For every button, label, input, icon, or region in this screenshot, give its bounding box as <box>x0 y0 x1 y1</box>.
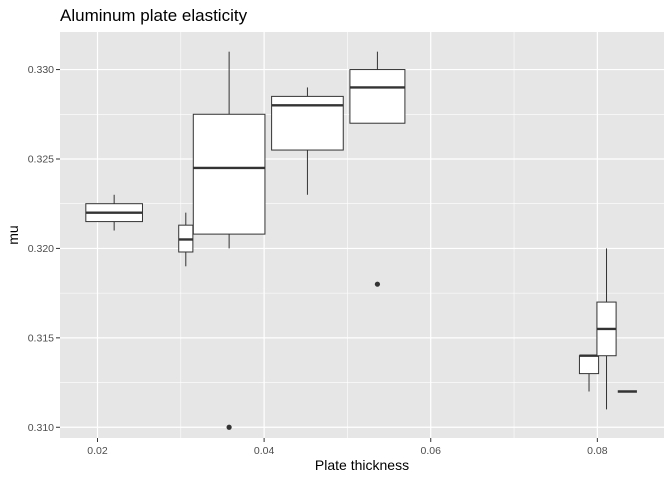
x-tick-label: 0.08 <box>587 445 608 457</box>
outlier-point <box>226 424 232 430</box>
box-group <box>271 87 344 195</box>
y-tick-label: 0.330 <box>28 64 54 76</box>
box-group <box>192 51 266 430</box>
y-tick-label: 0.325 <box>28 153 54 165</box>
y-axis: 0.310 0.315 0.320 0.325 0.330 <box>28 64 60 434</box>
box-group <box>596 248 617 410</box>
box-group <box>85 194 143 231</box>
y-tick-label: 0.320 <box>28 243 54 255</box>
box-iqr <box>192 113 266 235</box>
y-axis-title: mu <box>5 225 21 244</box>
box-group <box>349 51 406 287</box>
grid-minor-lines <box>60 32 664 438</box>
box-iqr <box>578 355 600 375</box>
chart-title: Aluminum plate elasticity <box>60 6 248 25</box>
box-group <box>578 354 600 392</box>
x-tick-label: 0.06 <box>421 445 442 457</box>
x-axis: 0.02 0.04 0.06 0.08 <box>87 438 608 457</box>
box-iqr <box>349 69 406 124</box>
y-tick-label: 0.315 <box>28 332 54 344</box>
boxes-layer <box>85 51 637 430</box>
x-axis-title: Plate thickness <box>315 457 409 473</box>
outlier-point <box>374 281 381 287</box>
x-tick-label: 0.02 <box>87 445 108 457</box>
box-group <box>178 212 194 267</box>
x-tick-label: 0.04 <box>254 445 275 457</box>
y-tick-label: 0.310 <box>28 422 54 434</box>
